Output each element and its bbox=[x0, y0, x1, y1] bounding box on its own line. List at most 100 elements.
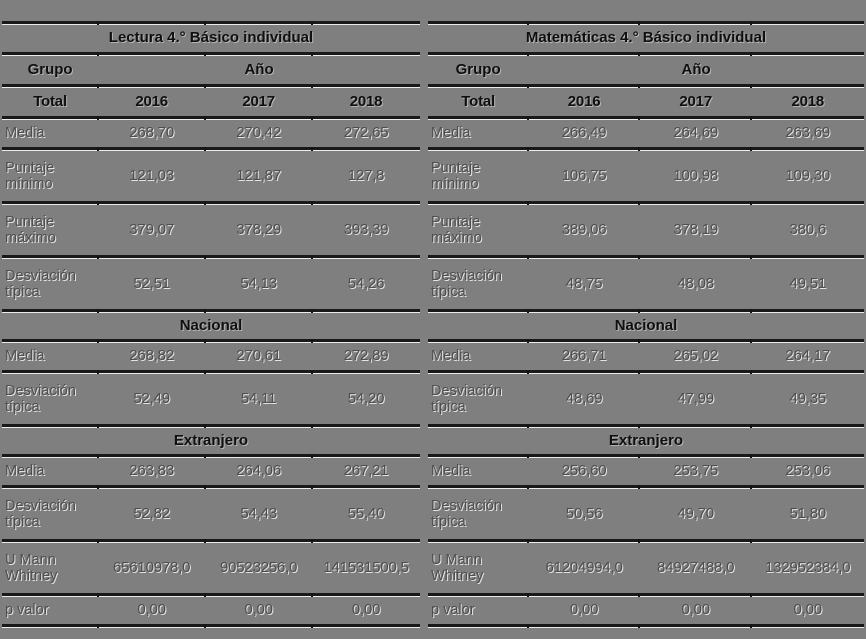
table-row: Desviación típica 52,82 54,43 55,40 bbox=[2, 489, 420, 539]
rule-divider bbox=[2, 255, 420, 259]
rule-divider bbox=[428, 593, 864, 597]
row-label: Desviación típica bbox=[431, 382, 502, 415]
cell-value: 378,29 bbox=[236, 220, 281, 238]
rule-divider bbox=[428, 309, 864, 313]
table-row: Extranjero bbox=[2, 428, 420, 454]
column-header: 2017 bbox=[679, 92, 712, 110]
row-label: Desviación típica bbox=[5, 497, 76, 530]
cell-value: 264,69 bbox=[673, 124, 719, 142]
table-row: Media 268,70 270,42 272,65 bbox=[2, 120, 420, 147]
cell-value: 54,13 bbox=[240, 274, 277, 292]
rule-divider bbox=[428, 52, 864, 56]
section-header: Nacional bbox=[179, 316, 243, 334]
rule-divider bbox=[428, 539, 864, 543]
row-label: p valor bbox=[5, 602, 49, 619]
column-header: 2018 bbox=[349, 92, 383, 110]
table-row: Desviación típica 48,69 47,99 49,35 bbox=[428, 374, 864, 424]
rule-divider bbox=[2, 21, 420, 25]
table-row: Matemáticas 4.° Básico individual bbox=[428, 25, 864, 52]
row-label: Desviación típica bbox=[5, 382, 76, 415]
cell-value: 270,61 bbox=[236, 347, 281, 365]
cell-value: 84927488,0 bbox=[657, 558, 735, 576]
cell-value: 47,99 bbox=[677, 389, 714, 407]
rule-divider bbox=[2, 454, 420, 458]
cell-value: 0,00 bbox=[244, 601, 273, 619]
rule-divider bbox=[2, 339, 420, 343]
rule-divider bbox=[428, 116, 864, 120]
table-row: Puntaje mínimo 106,75 100,98 109,30 bbox=[428, 151, 864, 201]
cell-value: 264,06 bbox=[236, 462, 281, 480]
rule-divider bbox=[2, 539, 420, 543]
cell-value: 263,69 bbox=[785, 124, 831, 142]
table-row: Media 266,71 265,02 264,17 bbox=[428, 343, 864, 370]
cell-value: 52,51 bbox=[133, 274, 170, 292]
row-label: Media bbox=[5, 463, 45, 480]
row-label: Puntaje máximo bbox=[5, 213, 56, 246]
table-row: Media 266,49 264,69 263,69 bbox=[428, 120, 864, 147]
rule-divider bbox=[2, 370, 420, 374]
cell-value: 0,00 bbox=[569, 601, 599, 619]
cell-value: 0,00 bbox=[793, 601, 823, 619]
cell-value: 65610978,0 bbox=[113, 558, 191, 576]
table-row: Puntaje máximo 379,07 378,29 393,39 bbox=[2, 205, 420, 255]
cell-value: 48,08 bbox=[677, 274, 714, 292]
table-row: Grupo Año bbox=[428, 56, 864, 84]
cell-value: 267,21 bbox=[343, 462, 389, 480]
rule-divider bbox=[2, 147, 420, 151]
table-row: Desviación típica 52,51 54,13 54,26 bbox=[2, 259, 420, 309]
row-label: Media bbox=[431, 125, 471, 142]
cell-value: 380,6 bbox=[789, 220, 826, 238]
row-label: Media bbox=[431, 463, 471, 480]
rule-divider bbox=[2, 201, 420, 205]
cell-value: 389,06 bbox=[561, 220, 607, 238]
rule-divider bbox=[2, 84, 420, 88]
rule-divider bbox=[2, 52, 420, 56]
cell-value: 379,07 bbox=[129, 220, 174, 238]
section-header: Extranjero bbox=[173, 431, 249, 449]
cell-value: 54,20 bbox=[347, 389, 385, 407]
table-row: Total 2016 2017 2018 bbox=[428, 88, 864, 116]
cell-value: 54,43 bbox=[240, 504, 277, 522]
cell-value: 121,03 bbox=[129, 166, 174, 184]
cell-value: 263,83 bbox=[129, 462, 174, 480]
cell-value: 253,75 bbox=[673, 462, 719, 480]
rule-divider bbox=[428, 21, 864, 25]
cell-value: 265,02 bbox=[673, 347, 719, 365]
cell-value: 256,60 bbox=[561, 462, 607, 480]
row-label: Desviación típica bbox=[431, 497, 502, 530]
table-row: Media 263,83 264,06 267,21 bbox=[2, 458, 420, 485]
table-row: Puntaje máximo 389,06 378,19 380,6 bbox=[428, 205, 864, 255]
table-lectura: Lectura 4.° Básico individual Grupo Año Tot… bbox=[2, 21, 420, 628]
cell-value: 106,75 bbox=[561, 166, 607, 184]
table-row: Desviación típica 52,49 54,11 54,20 bbox=[2, 374, 420, 424]
cell-value: 52,49 bbox=[133, 389, 170, 407]
rule-divider bbox=[428, 339, 864, 343]
cell-value: 270,42 bbox=[236, 124, 281, 142]
row-label: Puntaje mínimo bbox=[431, 159, 481, 192]
table-matematicas: Matemáticas 4.° Básico individual Grupo Añ… bbox=[428, 21, 864, 628]
rule-divider bbox=[428, 454, 864, 458]
table-row: Nacional bbox=[428, 313, 864, 339]
cell-value: 90523256,0 bbox=[220, 558, 298, 576]
year-header: Año bbox=[244, 60, 274, 78]
cell-value: 49,70 bbox=[677, 504, 714, 522]
cell-value: 121,87 bbox=[236, 166, 281, 184]
rule-divider bbox=[2, 485, 420, 489]
rule-divider bbox=[2, 624, 420, 628]
cell-value: 127,8 bbox=[347, 166, 385, 184]
cell-value: 48,69 bbox=[565, 389, 603, 407]
cell-value: 264,17 bbox=[785, 347, 831, 365]
group-header: Grupo bbox=[455, 60, 501, 78]
column-header: 2018 bbox=[791, 92, 825, 110]
cell-value: 0,00 bbox=[681, 601, 710, 619]
rule-divider bbox=[428, 147, 864, 151]
cell-value: 54,26 bbox=[347, 274, 385, 292]
cell-value: 0,00 bbox=[351, 601, 381, 619]
row-label: Media bbox=[431, 348, 471, 365]
group-header: Grupo bbox=[27, 60, 73, 78]
cell-value: 268,82 bbox=[129, 347, 174, 365]
row-label: U Mann Whitney bbox=[431, 551, 484, 584]
cell-value: 54,11 bbox=[240, 389, 277, 407]
table-row: p valor 0,00 0,00 0,00 bbox=[428, 597, 864, 624]
cell-value: 253,06 bbox=[785, 462, 831, 480]
